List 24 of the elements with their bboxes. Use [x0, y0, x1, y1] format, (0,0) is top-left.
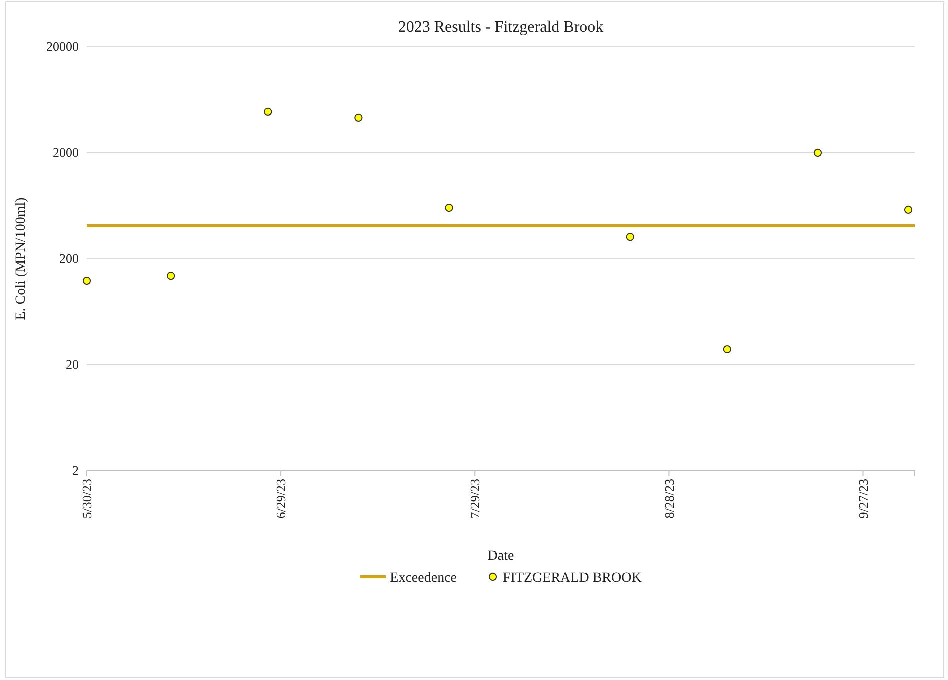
x-tick-label: 9/27/23 [856, 479, 871, 519]
point [723, 345, 732, 354]
x-tick-label: 7/29/23 [468, 479, 483, 519]
y-tick-label: 20000 [46, 39, 79, 54]
x-tick-label: 5/30/23 [80, 479, 95, 519]
chart-title: 2023 Results - Fitzgerald Brook [398, 19, 604, 36]
y-tick-label: 20 [66, 357, 79, 372]
point [82, 276, 92, 286]
y-tick-label: 200 [60, 251, 79, 266]
point [264, 108, 272, 116]
x-tick-label: 8/28/23 [662, 479, 677, 519]
point [167, 272, 176, 280]
point [626, 233, 634, 242]
point [354, 114, 363, 122]
point [445, 204, 454, 212]
y-tick-label: 2 [72, 463, 79, 478]
point [904, 206, 913, 214]
x-axis-title: Date [488, 549, 514, 564]
point [814, 148, 822, 158]
legend-label: FITZGERALD BROOK [503, 570, 642, 586]
x-tick-label: 6/29/23 [274, 479, 289, 519]
y-tick-label: 2000 [53, 145, 79, 160]
legend-label: Exceedence [390, 570, 457, 586]
y-axis-title: E. Coli (MPN/100ml) [14, 197, 29, 320]
